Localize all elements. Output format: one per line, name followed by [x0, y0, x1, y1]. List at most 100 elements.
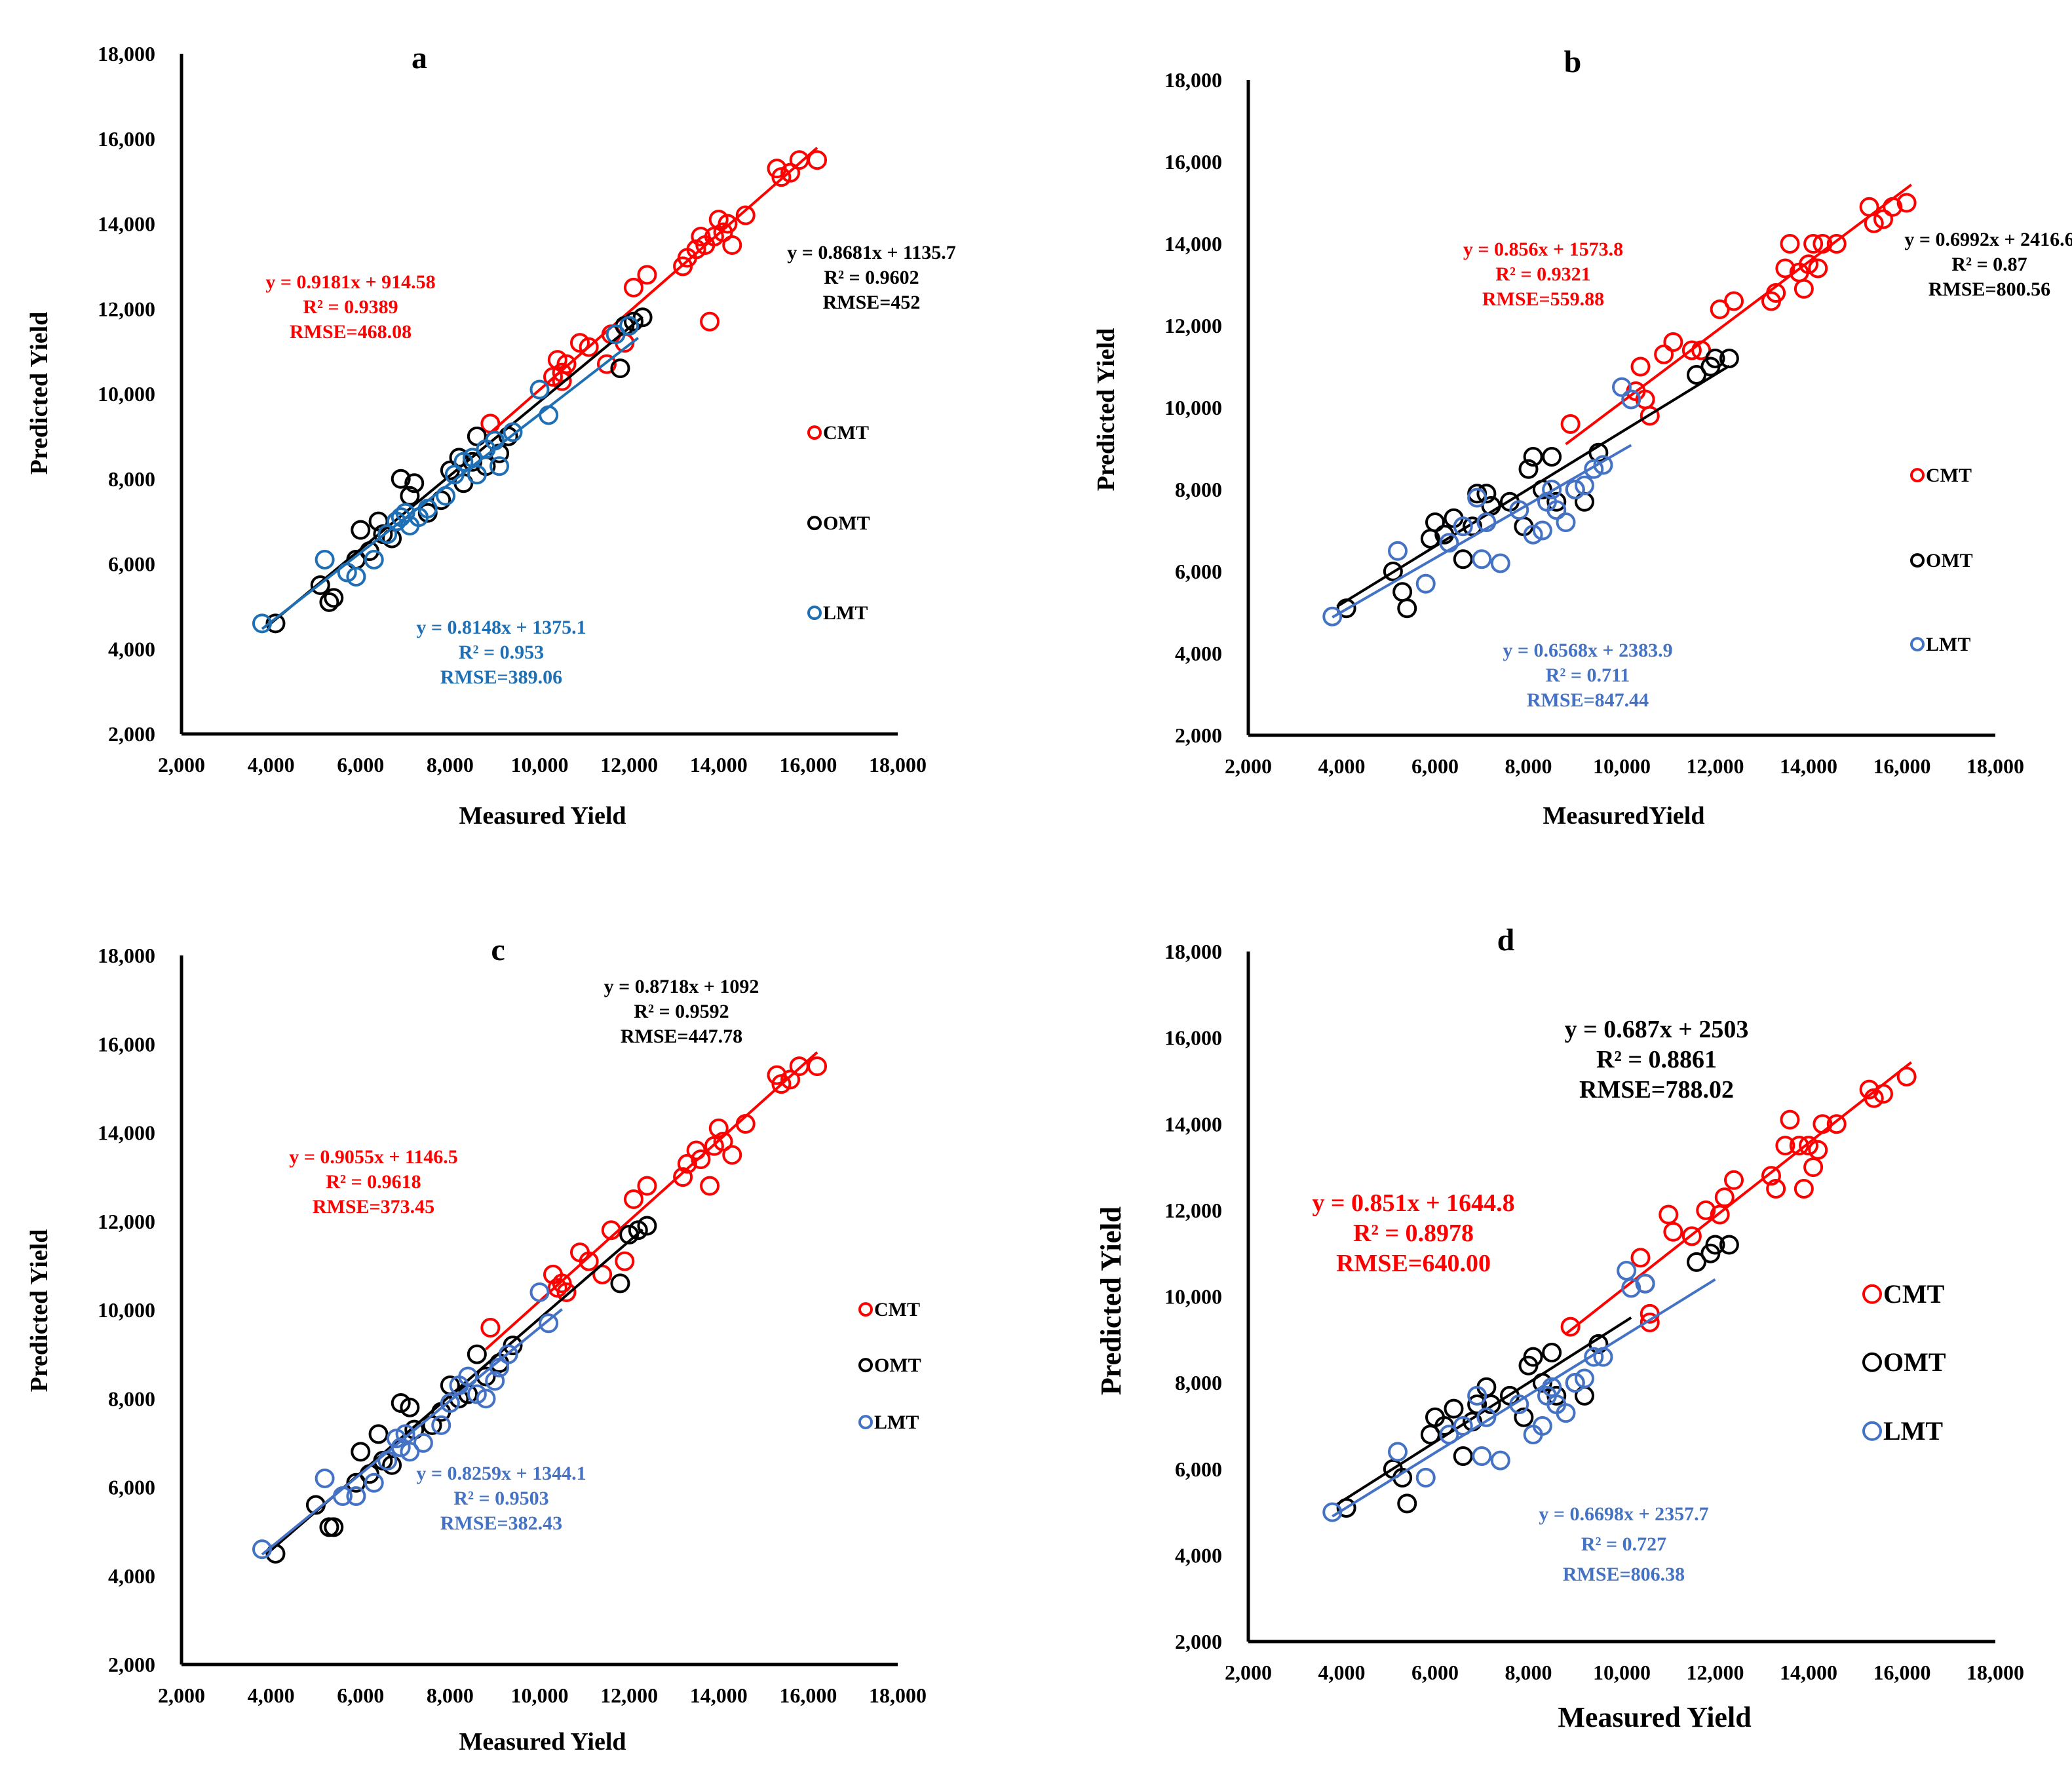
data-point-cmt [1794, 279, 1814, 299]
data-point-lmt [346, 566, 366, 587]
chart-panel-c: 2,000 4,000 6,000 8,000 10,000 12,000 14,000 16… [26, 933, 927, 1756]
data-point-cmt [1775, 1136, 1795, 1156]
data-point-omt [1518, 459, 1539, 479]
data-point-cmt [552, 371, 572, 391]
r2-label: R² = 0.9321 [1495, 263, 1590, 285]
data-point-cmt [1813, 1114, 1833, 1134]
y-tick-label: 2,000 [108, 1653, 155, 1676]
data-point-lmt [458, 1366, 478, 1387]
regression-annotation-lmt: y = 0.6568x + 2383.9 R² = 0.711 RMSE=847.4… [1503, 640, 1672, 711]
y-tick-label: 14,000 [1164, 232, 1222, 256]
data-point-cmt [807, 1056, 828, 1077]
legend-label-omt: OMT [874, 1355, 921, 1376]
data-point-lmt [377, 524, 398, 545]
rmse-label: RMSE=640.00 [1336, 1250, 1491, 1277]
series-lmt [1322, 377, 1641, 626]
data-point-omt [610, 1273, 630, 1294]
y-tick-label: 16,000 [98, 127, 155, 151]
data-point-lmt [400, 1442, 420, 1462]
data-point-lmt [444, 465, 465, 485]
x-tick-label: 12,000 [600, 753, 658, 777]
equation-label: y = 0.8681x + 1135.7 [787, 242, 956, 263]
data-point-omt [1336, 598, 1356, 619]
x-tick-label: 14,000 [690, 1683, 748, 1707]
data-point-lmt [1556, 512, 1576, 532]
y-axis-label: Predicted Yield [1092, 328, 1120, 491]
legend-marker-cmt [858, 1302, 873, 1317]
series-lmt [252, 1282, 563, 1560]
data-point-cmt [601, 1220, 621, 1241]
legend-label-lmt: LMT [874, 1412, 919, 1433]
data-point-omt [1546, 491, 1567, 512]
data-point-lmt [252, 1539, 272, 1560]
data-point-omt [1532, 480, 1552, 499]
legend-marker-lmt [1910, 637, 1925, 652]
data-point-lmt [1575, 1368, 1594, 1389]
y-tick-label: 4,000 [108, 637, 155, 661]
data-point-lmt [377, 1450, 398, 1471]
data-point-lmt [1509, 1395, 1529, 1415]
data-point-omt [619, 1225, 640, 1245]
data-point-cmt [1799, 1136, 1818, 1156]
data-point-lmt [1472, 1446, 1492, 1467]
data-point-lmt [1621, 1278, 1641, 1298]
data-point-cmt [677, 1153, 697, 1174]
data-point-cmt [1808, 1140, 1828, 1160]
data-point-cmt [637, 1176, 657, 1196]
data-point-omt [319, 592, 339, 612]
data-point-omt [1392, 582, 1413, 602]
data-point-cmt [1789, 1136, 1809, 1156]
regression-annotation-omt: y = 0.8718x + 1092 R² = 0.9592 RMSE=447.78 [604, 976, 759, 1047]
equation-label: y = 0.851x + 1644.8 [1312, 1189, 1514, 1217]
x-tick-label: 10,000 [1593, 1661, 1651, 1684]
y-axis-label: Predicted Yield [26, 1229, 53, 1393]
y-tick-label: 14,000 [98, 1121, 155, 1145]
rmse-label: RMSE=389.06 [440, 666, 562, 688]
y-tick-label: 8,000 [108, 1387, 155, 1410]
series-omt [265, 1216, 657, 1564]
data-point-lmt [1542, 1377, 1562, 1397]
data-point-lmt [1556, 1403, 1576, 1423]
data-point-lmt [1388, 541, 1408, 561]
x-tick-label: 18,000 [869, 753, 927, 777]
regression-annotation-cmt: y = 0.9181x + 914.58 R² = 0.9389 RMSE=468.… [265, 271, 435, 343]
legend-marker-cmt [1910, 468, 1925, 483]
data-point-omt [1542, 1343, 1562, 1363]
data-point-omt [1453, 549, 1473, 569]
data-point-omt [1453, 1446, 1473, 1467]
data-point-cmt [480, 414, 501, 434]
data-point-cmt [700, 1176, 720, 1196]
data-point-lmt [417, 499, 438, 519]
trendline-cmt [1565, 183, 1912, 446]
data-point-cmt [771, 1074, 792, 1094]
data-point-lmt [489, 1357, 510, 1377]
data-point-lmt [1509, 500, 1529, 520]
data-point-cmt [623, 277, 643, 298]
data-point-cmt [1640, 406, 1660, 426]
x-tick-label: 6,000 [1411, 1661, 1459, 1684]
data-point-lmt [1593, 455, 1613, 475]
equation-label: y = 0.9055x + 1146.5 [289, 1146, 458, 1168]
regression-annotation-cmt: y = 0.851x + 1644.8 R² = 0.8978 RMSE=640.0… [1312, 1189, 1514, 1277]
r2-label: R² = 0.8978 [1353, 1220, 1474, 1247]
data-point-lmt [1453, 516, 1473, 537]
data-point-omt [324, 1517, 344, 1537]
data-point-cmt [1873, 1084, 1893, 1104]
x-axis-label: Measured Yield [459, 1728, 626, 1756]
data-point-lmt [1472, 549, 1492, 569]
y-tick-label: 16,000 [1164, 1026, 1222, 1050]
rmse-label: RMSE=559.88 [1482, 288, 1604, 310]
series-omt [1336, 349, 1739, 619]
data-point-omt [1705, 1235, 1725, 1255]
data-point-cmt [704, 1136, 724, 1156]
data-point-omt [1463, 516, 1482, 537]
regression-annotation-cmt: y = 0.9055x + 1146.5 R² = 0.9618 RMSE=373.… [289, 1146, 458, 1218]
legend-marker-lmt [807, 606, 822, 621]
data-point-lmt [1523, 524, 1543, 545]
legend-label-lmt: LMT [1883, 1416, 1943, 1446]
data-point-omt [467, 426, 487, 446]
data-point-omt [351, 520, 371, 540]
y-tick-label: 18,000 [1164, 68, 1222, 92]
data-point-cmt [637, 265, 657, 285]
x-tick-label: 18,000 [1966, 754, 2024, 778]
